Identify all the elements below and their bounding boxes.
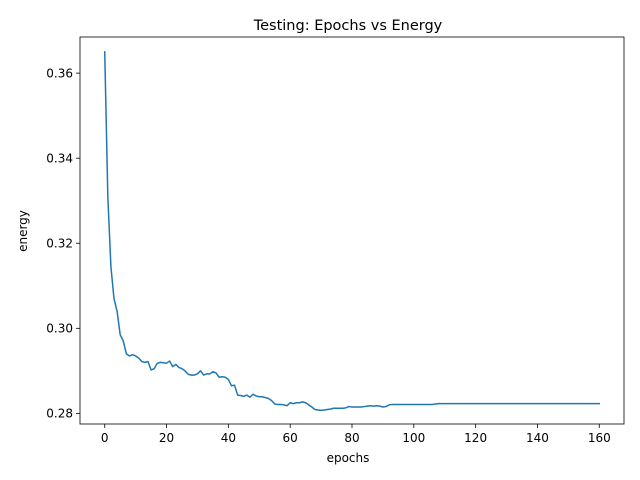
chart-title: Testing: Epochs vs Energy [253, 18, 443, 34]
x-tick-label: 0 [101, 431, 109, 445]
x-tick-label: 40 [221, 431, 236, 445]
y-tick-label: 0.32 [46, 237, 73, 251]
x-tick-label: 20 [159, 431, 174, 445]
series-line [103, 51, 601, 412]
y-tick-label: 0.36 [46, 66, 73, 80]
y-axis-title: energy [16, 210, 30, 252]
y-tick-label: 0.28 [46, 407, 73, 421]
x-tick-label: 60 [283, 431, 298, 445]
x-tick-label: 100 [402, 431, 425, 445]
plot-area: 0 20 40 60 80 100 120 140 160 0.28 0.30 0.32 0.34 0.3… [46, 36, 625, 445]
axes-frame [79, 36, 625, 425]
x-tick-label: 140 [526, 431, 549, 445]
y-tick-label: 0.34 [46, 152, 73, 166]
y-tick-label: 0.30 [46, 322, 73, 336]
x-tick-label: 120 [464, 431, 487, 445]
x-axis-title: epochs [327, 451, 370, 465]
x-tick-label: 160 [588, 431, 611, 445]
x-tick-label: 80 [344, 431, 359, 445]
